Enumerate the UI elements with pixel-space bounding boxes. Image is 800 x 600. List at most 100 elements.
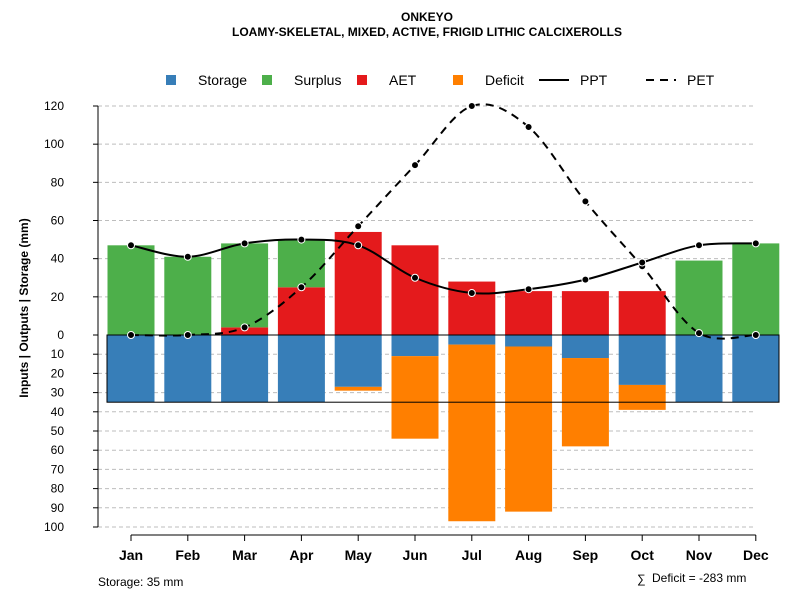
x-tick-label-feb: Feb [175,547,200,563]
deficit-sum-symbol: ∑ [637,572,646,586]
legend-label-pet: PET [687,72,715,88]
reference-lines [106,334,780,403]
x-tick-label-mar: Mar [232,547,257,563]
point-pet-aug [524,122,533,131]
legend: Storage Surplus AET Deficit PPT PET [166,72,715,88]
point-ppt-jul [467,289,476,298]
y-tick-label-lower-80: 80 [51,482,65,496]
y-tick-label-lower-30: 30 [51,386,65,400]
y-tick-label-lower-50: 50 [51,424,65,438]
y-tick-label-lower-20: 20 [51,366,65,380]
y-tick-label-upper-0: 0 [57,328,64,342]
y-tick-label-lower-100: 100 [44,520,64,534]
x-tick-label-aug: Aug [515,547,542,563]
bar-storage-feb [164,335,212,403]
upper-bars [107,231,780,335]
bar-storage-oct [618,335,666,385]
point-pet-dec [751,331,760,339]
point-ppt-sep [581,275,590,284]
point-ppt-dec [751,239,760,248]
point-pet-nov [695,329,703,338]
legend-swatch-surplus [262,75,272,85]
bar-surplus-apr [277,239,325,288]
legend-swatch-deficit [453,75,463,85]
point-pet-may [354,222,363,231]
point-ppt-apr [297,235,306,244]
x-tick-label-apr: Apr [289,547,314,563]
x-tick-label-dec: Dec [743,547,769,563]
deficit-note: Deficit = -283 mm [652,571,746,585]
lower-bars [107,335,780,522]
x-tick-label-jul: Jul [462,547,482,563]
x-tick-label-sep: Sep [573,547,599,563]
point-pet-jan [127,331,135,339]
point-pet-mar [240,323,249,332]
legend-label-ppt: PPT [580,72,608,88]
bar-deficit-oct [618,384,666,410]
bar-storage-sep [561,335,609,359]
point-ppt-oct [638,258,647,267]
y-tick-label-lower-70: 70 [51,462,65,476]
axes: 0 20 40 60 80 100 120 10 20 30 40 50 60 70 80 90 100 Jan F… [44,99,769,563]
bar-storage-dec [732,335,780,403]
legend-label-surplus: Surplus [294,72,341,88]
point-pet-jun [411,161,419,170]
x-tick-label-oct: Oct [631,547,655,563]
bar-aet-sep [561,291,609,335]
bar-storage-jun [391,335,439,357]
point-ppt-may [354,241,363,250]
y-axis-label: Inputs | Outputs | Storage (mm) [17,218,31,397]
bar-deficit-jul [448,344,496,522]
point-pet-feb [183,331,192,339]
bar-aet-oct [618,291,666,335]
bar-surplus-dec [732,243,780,335]
bar-storage-jan [107,335,155,403]
series-lines [127,102,760,340]
point-ppt-mar [240,239,249,248]
legend-label-aet: AET [389,72,417,88]
y-tick-label-lower-40: 40 [51,405,65,419]
bar-deficit-aug [505,346,553,512]
storage-capacity-frame [106,334,780,403]
x-tick-label-jun: Jun [403,547,428,563]
bar-surplus-jan [107,245,155,335]
bar-surplus-nov [675,260,723,335]
point-ppt-nov [695,241,703,250]
y-tick-label-upper-60: 60 [51,214,65,228]
chart-titles: ONKEYO LOAMY-SKELETAL, MIXED, ACTIVE, FR… [232,10,622,39]
point-ppt-jan [127,241,135,250]
x-tick-label-may: May [345,547,372,563]
bar-deficit-jun [391,356,439,439]
point-pet-apr [297,283,306,292]
legend-label-storage: Storage [198,72,247,88]
bar-deficit-may [334,386,382,391]
legend-label-deficit: Deficit [485,72,524,88]
bar-storage-mar [221,335,269,403]
chart-title: ONKEYO [401,10,453,24]
bar-aet-jun [391,245,439,335]
y-tick-label-lower-10: 10 [51,347,65,361]
point-pet-jul [467,102,476,110]
bar-surplus-mar [221,243,269,328]
x-tick-label-nov: Nov [686,547,713,563]
bar-storage-jul [448,335,496,345]
bar-aet-aug [505,291,553,335]
bar-storage-nov [675,335,723,403]
y-tick-label-upper-80: 80 [51,175,65,189]
y-tick-label-lower-90: 90 [51,501,65,515]
y-tick-label-upper-40: 40 [51,252,65,266]
point-ppt-aug [524,285,533,294]
bar-surplus-feb [164,256,212,335]
y-tick-label-upper-20: 20 [51,290,65,304]
x-tick-label-jan: Jan [119,547,143,563]
chart-subtitle: LOAMY-SKELETAL, MIXED, ACTIVE, FRIGID LI… [232,25,622,39]
bar-storage-apr [277,335,325,403]
legend-swatch-aet [357,75,367,85]
point-pet-sep [581,197,590,206]
y-tick-label-lower-60: 60 [51,443,65,457]
bar-storage-may [334,335,382,387]
point-ppt-feb [183,252,192,261]
y-tick-label-upper-120: 120 [44,99,64,113]
y-tick-label-upper-100: 100 [44,137,64,151]
